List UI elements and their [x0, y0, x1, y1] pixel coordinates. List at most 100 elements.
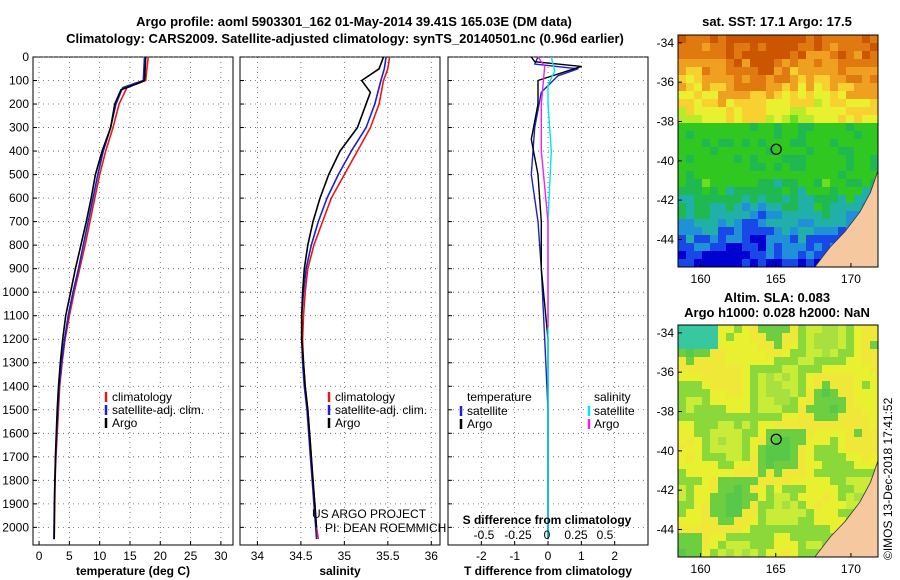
map-cell [846, 195, 855, 204]
map-cell [726, 107, 735, 116]
map-cell [742, 251, 751, 260]
temperature-panel: 0100200300400500600700800900100011001200… [2, 50, 234, 578]
map-cell [790, 67, 799, 76]
map-cell [790, 461, 799, 470]
map-cell [854, 445, 863, 454]
map-cell [678, 477, 687, 486]
map-cell [766, 219, 775, 228]
map-cell [806, 99, 815, 108]
map-cell [694, 251, 703, 260]
map-cell [830, 179, 839, 188]
map-cell [822, 533, 831, 542]
map-cell [678, 227, 687, 236]
map-cell [710, 485, 719, 494]
map-cell [750, 51, 759, 60]
map-cell [694, 195, 703, 204]
map-cell [726, 131, 735, 140]
map-cell [854, 413, 863, 422]
map-cell [870, 99, 878, 108]
map-cell [758, 171, 767, 180]
map-cell [734, 325, 743, 334]
map-cell [734, 235, 743, 244]
map-cell [702, 349, 711, 358]
map-cell [870, 333, 878, 342]
map-cell [734, 453, 743, 462]
map-cell [766, 541, 775, 550]
map-cell [694, 373, 703, 382]
map-cell [678, 517, 687, 526]
map-cell [790, 493, 799, 502]
map-cell [862, 195, 871, 204]
map-cell [838, 187, 847, 196]
y-tick-label: 600 [9, 191, 29, 205]
map-cell [822, 155, 831, 164]
map-cell [814, 83, 823, 92]
map-cell [774, 349, 783, 358]
map-cell [710, 517, 719, 526]
map-frame [677, 34, 879, 268]
map-cell [870, 429, 878, 438]
map-cell [798, 365, 807, 374]
map-cell [782, 397, 791, 406]
map-cell [822, 235, 831, 244]
map-cell [862, 357, 871, 366]
series-line-argo [300, 56, 385, 528]
map-cell [694, 35, 703, 44]
map-cell [838, 179, 847, 188]
map-cell [774, 381, 783, 390]
map-cell [862, 155, 871, 164]
map-cell [806, 51, 815, 60]
map-cell [782, 477, 791, 486]
map-cell [694, 549, 703, 557]
map-cell [742, 115, 751, 124]
map-cell [870, 163, 878, 172]
map-cell [822, 341, 831, 350]
map-cell [758, 493, 767, 502]
map-cell [710, 413, 719, 422]
map-cell [758, 477, 767, 486]
map-cell [774, 477, 783, 486]
map-cell [750, 59, 759, 68]
map-cell [678, 501, 687, 510]
map-cell [814, 139, 823, 148]
map-cell [718, 477, 727, 486]
map-cell [758, 341, 767, 350]
x-axis-label: T difference from climatology [464, 564, 632, 578]
map-cell [718, 35, 727, 44]
map-cell [838, 195, 847, 204]
map-cell [766, 493, 775, 502]
figure-title-line1: Argo profile: aoml 5903301_162 01-May-20… [136, 14, 572, 29]
map-cell [742, 405, 751, 414]
map-cell [710, 243, 719, 252]
map-cell [718, 461, 727, 470]
map-cell [854, 493, 863, 502]
map-cell [830, 115, 839, 124]
map-cell [766, 381, 775, 390]
map-cell [710, 437, 719, 446]
map-cell [750, 235, 759, 244]
map-cell [734, 179, 743, 188]
map-cell [758, 365, 767, 374]
map-cell [782, 381, 791, 390]
map-cell [854, 365, 863, 374]
map-cell [806, 67, 815, 76]
map-cell [806, 35, 815, 44]
y-tick-label: -42 [657, 483, 675, 497]
map-cell [734, 533, 743, 542]
map-cell [734, 187, 743, 196]
map-cell [718, 171, 727, 180]
map-cell [798, 541, 807, 550]
map-cell [702, 43, 711, 52]
map-cell [798, 203, 807, 212]
x-tick-label: 2 [611, 549, 618, 563]
map-cell [790, 107, 799, 116]
map-cell [702, 251, 711, 260]
map-cell [710, 83, 719, 92]
map-cell [718, 43, 727, 52]
map-cell [798, 251, 807, 260]
map-cell [718, 485, 727, 494]
map-cell [750, 227, 759, 236]
map-cell [814, 75, 823, 84]
map-cell [790, 501, 799, 510]
map-cell [766, 115, 775, 124]
